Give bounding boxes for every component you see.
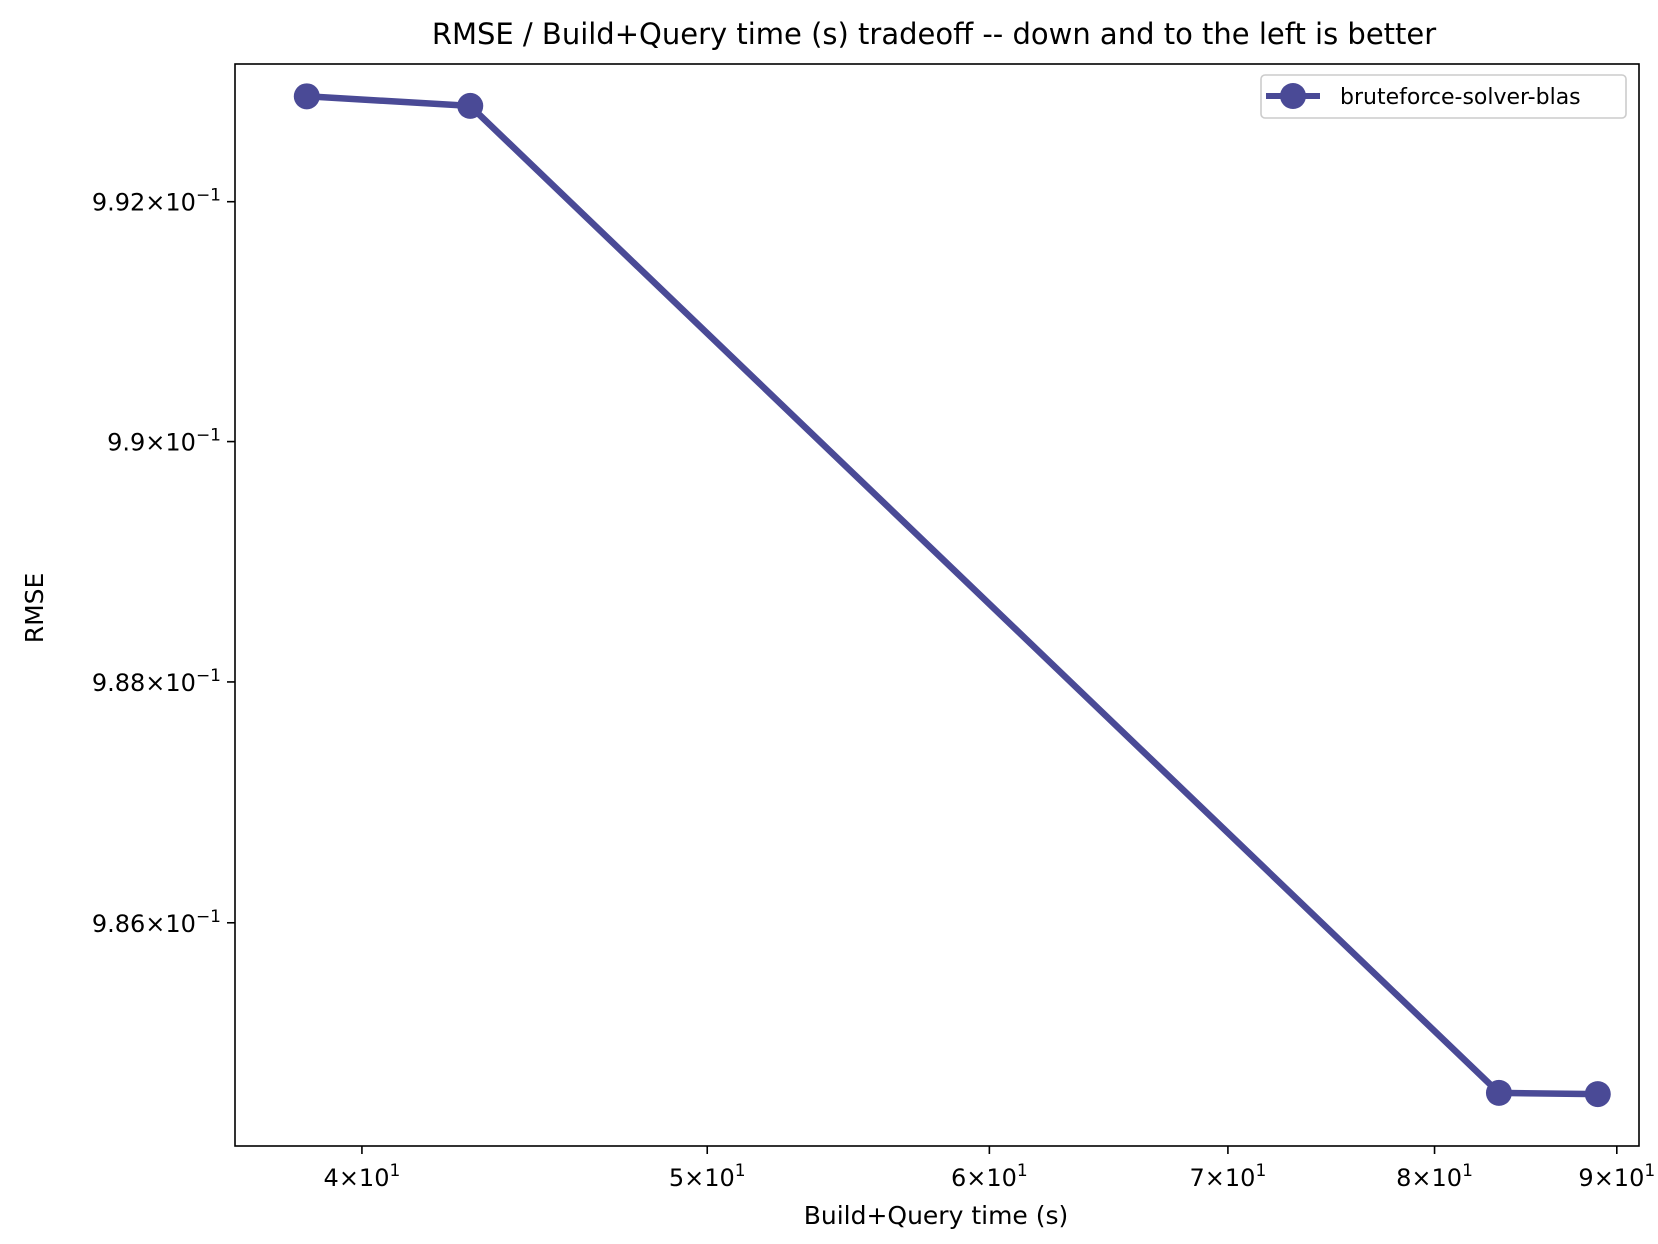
legend: bruteforce-solver-blas xyxy=(1260,74,1627,119)
tick-label: 9.92×10−1 xyxy=(92,186,221,217)
tick-label: 9.86×10−1 xyxy=(92,907,221,938)
series-layer xyxy=(293,83,1611,1108)
tick-label: 7×101 xyxy=(1190,1161,1267,1192)
legend-marker-swatch xyxy=(1280,83,1306,109)
data-point xyxy=(1485,1079,1512,1106)
tick-label: 9.9×10−1 xyxy=(107,426,221,457)
x-axis-ticks: 4×101 5×101 6×101 7×101 8×101 9×101 xyxy=(324,1146,1655,1192)
tick-label: 5×101 xyxy=(669,1161,746,1192)
data-point xyxy=(293,83,320,110)
tick-label: 6×101 xyxy=(951,1161,1028,1192)
series-line xyxy=(306,93,1598,1098)
tick-label: 9×101 xyxy=(1578,1161,1655,1192)
chart-title: RMSE / Build+Query time (s) tradeoff -- … xyxy=(432,17,1436,51)
data-point xyxy=(457,92,484,119)
legend-label: bruteforce-solver-blas xyxy=(1340,85,1581,110)
y-axis-ticks: 9.92×10−1 9.9×10−1 9.88×10−1 9.86×10−1 xyxy=(92,186,235,938)
legend-box xyxy=(1260,74,1627,119)
y-axis-label: RMSE xyxy=(20,573,49,644)
tick-label: 9.88×10−1 xyxy=(92,666,221,697)
x-axis-label: Build+Query time (s) xyxy=(804,1201,1069,1230)
tick-label: 8×101 xyxy=(1396,1161,1473,1192)
data-point xyxy=(1584,1081,1611,1108)
tick-label: 4×101 xyxy=(324,1161,401,1192)
plot-area-frame xyxy=(234,63,1640,1147)
